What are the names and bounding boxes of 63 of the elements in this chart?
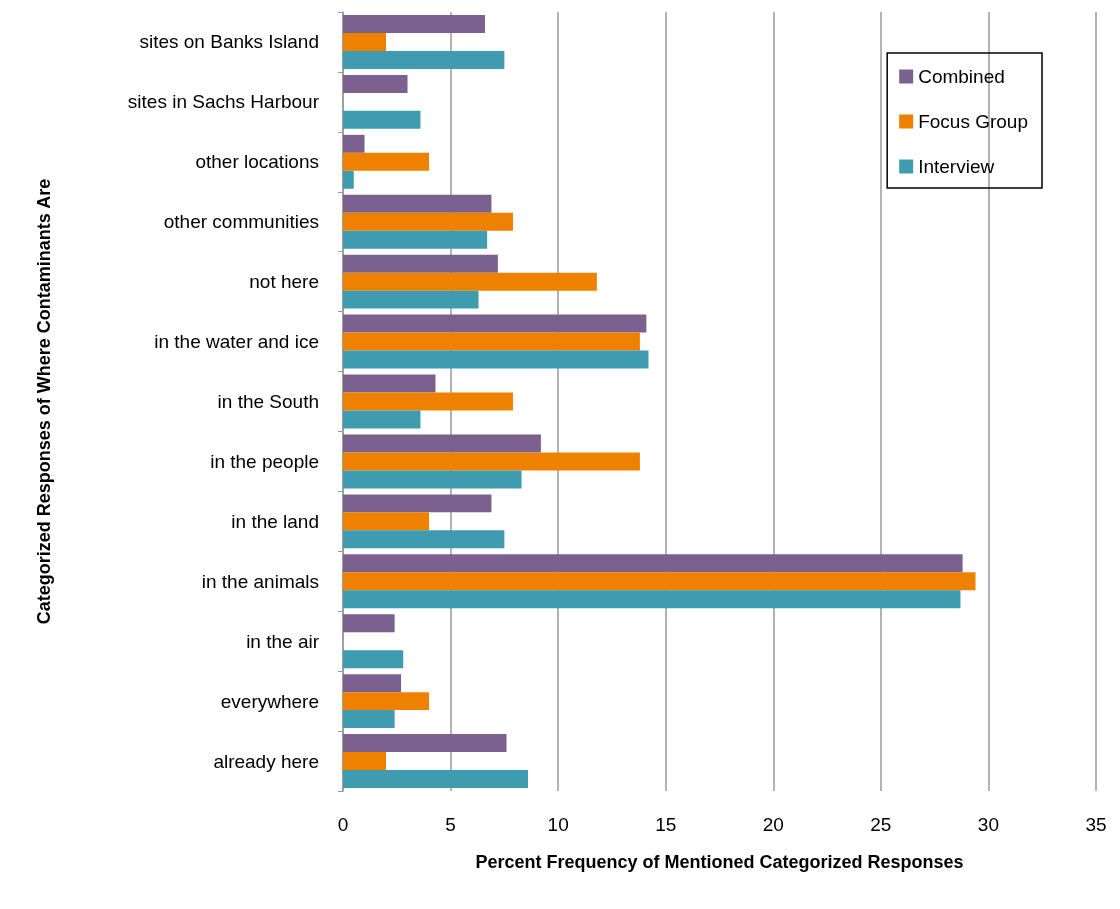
bar: [343, 770, 529, 788]
bar: [343, 692, 430, 711]
bar: [343, 50, 505, 69]
x-tick-label: 10: [547, 814, 569, 835]
bar: [343, 674, 402, 693]
y-tick-label: in the air: [246, 630, 320, 652]
bar: [343, 194, 492, 213]
x-axis-title: Percent Frequency of Mentioned Categorized Responses: [475, 852, 964, 872]
bar: [343, 554, 963, 573]
bar: [343, 752, 387, 771]
y-tick-label: in the animals: [201, 570, 319, 592]
y-tick-label: in the South: [217, 391, 319, 412]
bar: [343, 290, 479, 309]
legend-label: Interview: [918, 156, 995, 177]
bar: [343, 230, 488, 249]
bar: [343, 512, 430, 531]
bar: [343, 434, 541, 453]
bar: [343, 314, 647, 333]
y-tick-label: in the people: [210, 450, 319, 472]
y-tick-label: not here: [249, 271, 319, 293]
bar: [343, 152, 430, 171]
y-axis-title: Categorized Responses of Where Contaminants Are: [34, 178, 54, 625]
y-tick-label: everywhere: [220, 690, 319, 712]
bar: [343, 410, 421, 429]
bar: [343, 134, 365, 153]
x-tick-label: 0: [337, 814, 349, 835]
bar: [343, 470, 522, 489]
bar: [343, 734, 507, 753]
y-tick-label: already here: [213, 750, 319, 772]
bar: [343, 32, 387, 51]
x-tick-label: 35: [1085, 814, 1107, 835]
bar: [343, 530, 505, 549]
bar: [343, 710, 395, 729]
y-tick-label: in the water and ice: [154, 331, 319, 353]
bar: [343, 374, 436, 393]
bar: [343, 350, 649, 369]
bar: [343, 170, 354, 189]
x-tick-label: 25: [870, 814, 892, 835]
y-tick-label: other locations: [195, 151, 319, 173]
bar: [343, 590, 961, 609]
bar: [343, 15, 485, 33]
x-tick-label: 5: [445, 814, 456, 835]
legend-label: Focus Group: [918, 111, 1028, 132]
y-tick-label: in the land: [231, 510, 319, 532]
x-tick-label: 30: [977, 814, 999, 835]
x-tick-label: 15: [655, 814, 677, 835]
y-tick-label: sites on Banks Island: [139, 31, 319, 53]
bar: [343, 572, 976, 591]
bar: [343, 614, 395, 633]
bar: [343, 452, 640, 471]
bar: [343, 110, 421, 129]
bar: [343, 74, 408, 93]
bar: [343, 254, 498, 273]
bar: [343, 392, 513, 411]
x-tick-label: 20: [762, 814, 784, 835]
bar: [343, 212, 513, 231]
bar: [343, 494, 492, 513]
y-tick-label: sites in Sachs Harbour: [127, 91, 320, 113]
bar: [343, 272, 597, 291]
legend-label: Combined: [918, 66, 1005, 87]
bar: [343, 650, 404, 669]
y-tick-label: other communities: [163, 211, 319, 233]
bar: [343, 332, 640, 351]
